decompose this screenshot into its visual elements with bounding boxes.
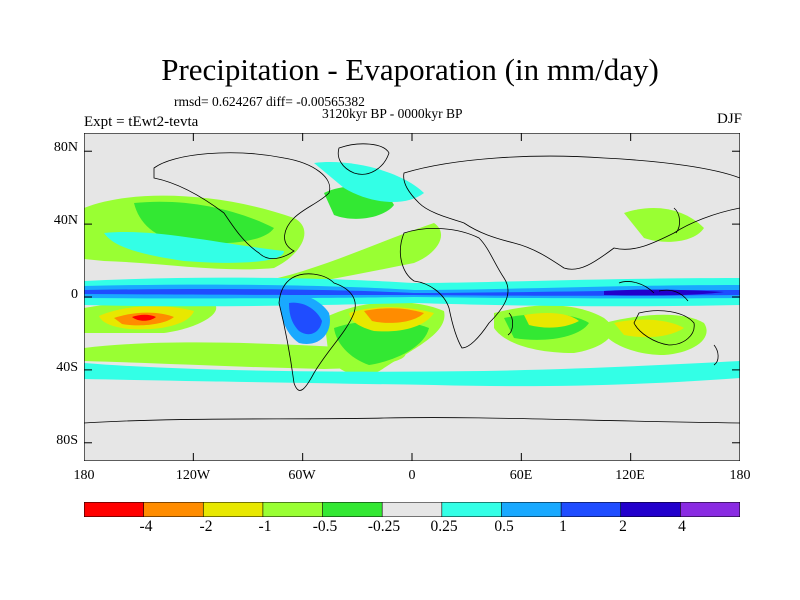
lon-label-60w: 60W [288, 468, 316, 483]
colorbar-cell [262, 502, 324, 517]
pe-anomaly-map [84, 133, 740, 461]
colorbar-label-3: -1 [258, 518, 272, 535]
indonesia-coast [618, 281, 689, 302]
field-satl-orange [364, 308, 424, 323]
colorbar-cell [501, 502, 562, 517]
field-layer [84, 162, 740, 387]
colorbar-cell [560, 502, 622, 517]
colorbar-label-8: 1 [559, 518, 567, 535]
colorbar-label-2: -2 [199, 518, 213, 535]
statistics-label: rmsd= 0.624267 diff= -0.00565382 [174, 94, 365, 109]
field-io-yellow [524, 313, 579, 328]
lat-label-40s: 40S [56, 360, 78, 375]
eurasia-coast [403, 155, 740, 270]
field-so-cyan [84, 361, 740, 387]
greenland-coast [337, 143, 390, 175]
field-satl-dkgreen [334, 320, 429, 365]
field-itcz-blue [84, 289, 740, 296]
season-label: DJF [716, 111, 742, 127]
colorbar [84, 502, 740, 517]
field-aus-yellow [614, 319, 684, 338]
lon-label-180e: 180 [729, 468, 751, 483]
lon-label-0: 0 [408, 468, 416, 483]
field-wpac-green [624, 208, 704, 242]
colorbar-label-7: 0.5 [494, 518, 514, 535]
colorbar-label-4: -0.5 [312, 518, 338, 535]
lon-label-60e: 60E [509, 468, 533, 483]
lon-label-120w: 120W [175, 468, 211, 483]
period-label: 3120kyr BP - 0000kyr BP [322, 106, 463, 121]
africa-coast [400, 228, 509, 349]
colorbar-cell [620, 502, 681, 517]
colorbar-label-1: -4 [139, 518, 153, 535]
field-natl-green [254, 223, 442, 291]
colorbar-cell [84, 502, 145, 517]
australia-coast [633, 310, 695, 346]
field-so-green [84, 342, 406, 369]
lon-label-180w: 180 [73, 468, 95, 483]
colorbar-label-5: -0.25 [367, 518, 401, 535]
field-npac-dkgreen [134, 201, 274, 244]
field-natl-cyan [314, 162, 424, 203]
coastlines [84, 143, 740, 424]
colorbar-cell [322, 502, 383, 517]
colorbar-cell [680, 502, 740, 517]
colorbar-cell [441, 502, 503, 517]
lat-label-0: 0 [71, 287, 78, 302]
field-wpac-darkblue [604, 289, 724, 296]
lat-label-80n: 80N [53, 140, 78, 155]
north-america-coast [153, 152, 331, 260]
lat-label-40n: 40N [53, 213, 78, 228]
colorbar-cell [143, 502, 204, 517]
field-spac-red [132, 314, 156, 321]
new-zealand-coast [713, 344, 719, 366]
map-title: Precipitation - Evaporation (in mm/day) [161, 52, 659, 87]
axis-ticks [84, 133, 740, 461]
colorbar-label-9: 2 [619, 518, 627, 535]
field-npac-cyan [104, 232, 284, 263]
colorbar-cell [381, 502, 443, 517]
colorbar-label-10: 4 [678, 518, 686, 535]
south-america-coast [278, 273, 356, 391]
lon-label-120e: 120E [615, 468, 645, 483]
experiment-label: Expt = tEwt2-tevta [84, 114, 199, 130]
field-sam-blue [289, 302, 322, 335]
colorbar-cell [202, 502, 264, 517]
lat-label-80s: 80S [56, 433, 78, 448]
madagascar-coast [507, 312, 514, 336]
antarctica-coast [84, 417, 740, 424]
japan-coast [673, 207, 680, 234]
colorbar-label-6: 0.25 [430, 518, 458, 535]
